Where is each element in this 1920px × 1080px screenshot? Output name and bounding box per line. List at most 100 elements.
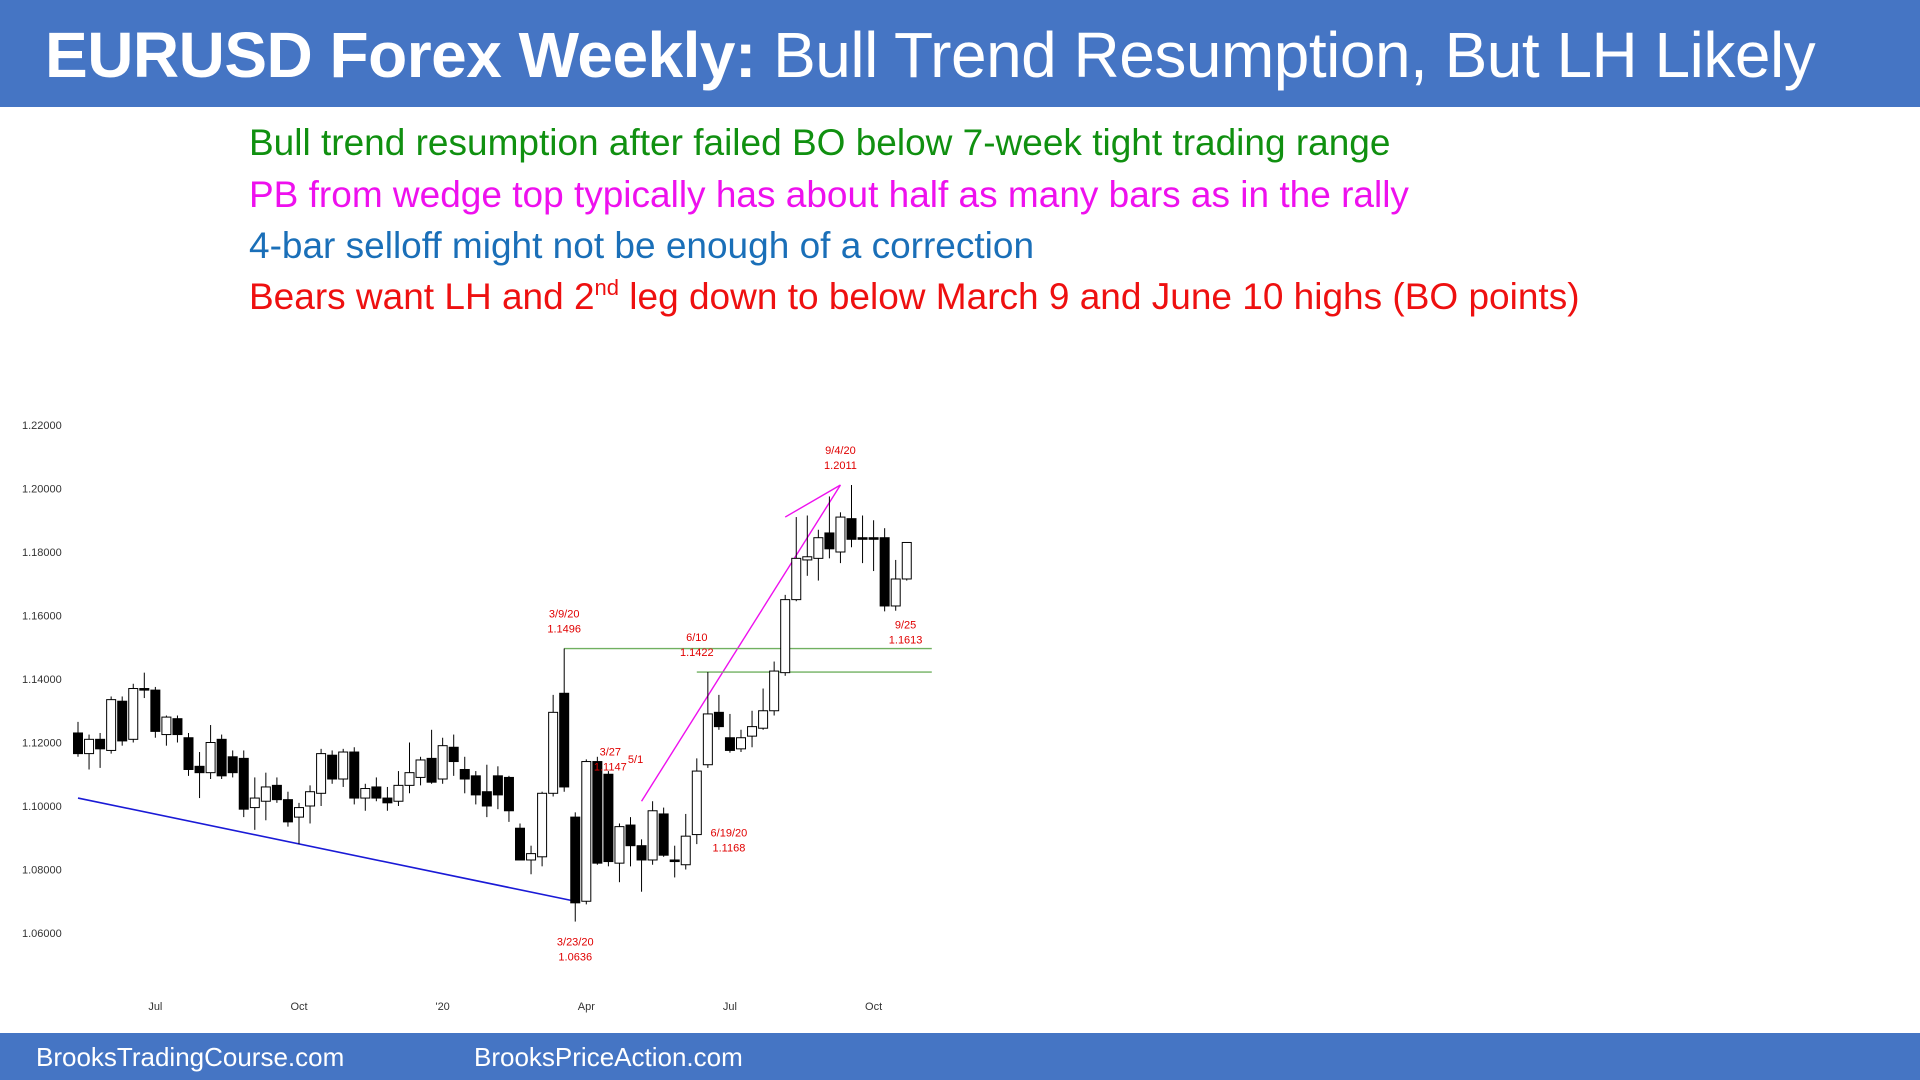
candle bbox=[879, 528, 890, 612]
note-bears-superscript: nd bbox=[594, 275, 620, 300]
candle-body-up bbox=[393, 784, 404, 802]
candle bbox=[802, 515, 813, 576]
candle-body-up bbox=[890, 578, 901, 607]
candle bbox=[227, 750, 238, 778]
annotation-line: 9/25 bbox=[895, 619, 916, 631]
candle-body-down bbox=[658, 813, 669, 856]
candle bbox=[327, 750, 338, 784]
x-tick-label: Apr bbox=[578, 1001, 595, 1013]
candle bbox=[183, 732, 194, 776]
candle bbox=[194, 752, 205, 799]
candle-body-down bbox=[515, 827, 525, 861]
price-annotation: 9/25 1.1613 bbox=[889, 619, 923, 646]
candle bbox=[515, 823, 525, 861]
note-four-bar-selloff: 4-bar selloff might not be enough of a c… bbox=[249, 225, 1035, 266]
candle-body-up bbox=[316, 753, 327, 794]
candle bbox=[150, 686, 161, 738]
candle bbox=[890, 559, 901, 611]
candle-body-down bbox=[271, 784, 282, 801]
candle-body-down bbox=[625, 824, 636, 847]
candle bbox=[205, 725, 216, 780]
candle bbox=[338, 748, 349, 787]
footer-link-brookspriceaction[interactable]: BrooksPriceAction.com bbox=[474, 1042, 743, 1072]
candle bbox=[349, 747, 360, 805]
note-pullback-wedge-top: PB from wedge top typically has about ha… bbox=[249, 174, 1409, 215]
candle-body-up bbox=[581, 761, 592, 902]
candle-body-up bbox=[537, 792, 548, 858]
candle-body-up bbox=[404, 772, 415, 786]
candle-body-up bbox=[691, 770, 702, 836]
title-rest-part: Bull Trend Resumption, But LH Likely bbox=[755, 19, 1816, 91]
candle-body-down bbox=[846, 518, 857, 540]
candle-body-up bbox=[128, 688, 139, 740]
candle-body-up bbox=[702, 713, 713, 766]
candle bbox=[470, 771, 481, 805]
wedge-line-upper bbox=[784, 484, 841, 518]
candle bbox=[592, 756, 603, 865]
price-annotation: 3/9/20 1.1496 bbox=[547, 609, 581, 636]
candle-body-up bbox=[249, 797, 260, 809]
footer-link-brookstradingcourse[interactable]: BrooksTradingCourse.com bbox=[36, 1042, 345, 1072]
candle-body-up bbox=[338, 751, 349, 780]
candle-body-down bbox=[448, 746, 459, 763]
x-axis: Jul Oct '20 Apr Jul Oct bbox=[148, 1001, 882, 1013]
x-tick-label: Jul bbox=[148, 1001, 162, 1013]
y-tick-label: 1.14000 bbox=[22, 674, 62, 686]
candle-body-down bbox=[117, 700, 128, 742]
candle bbox=[294, 802, 304, 845]
y-tick-label: 1.22000 bbox=[22, 420, 62, 432]
candle-body-down bbox=[503, 776, 514, 812]
candle-body-up bbox=[791, 557, 802, 601]
candle bbox=[835, 512, 846, 564]
candle bbox=[73, 721, 83, 757]
candle-body-down bbox=[382, 797, 393, 804]
annotation-line: 1.1147 bbox=[594, 761, 627, 773]
price-annotation: 3/27 1.1147 bbox=[594, 746, 627, 773]
candle bbox=[95, 732, 106, 768]
y-tick-label: 1.06000 bbox=[22, 928, 62, 940]
candle bbox=[625, 817, 636, 867]
candle bbox=[459, 756, 470, 794]
candle bbox=[382, 786, 393, 811]
candle-body-down bbox=[216, 738, 227, 777]
candle-body-down bbox=[238, 757, 249, 810]
candle bbox=[868, 520, 879, 572]
candle-body-up bbox=[437, 745, 448, 780]
candle-body-down bbox=[724, 737, 735, 751]
candle bbox=[636, 839, 647, 892]
candle-body-down bbox=[426, 757, 437, 783]
candle bbox=[581, 759, 592, 905]
candle-body-down bbox=[669, 859, 680, 863]
candle-body-up bbox=[813, 537, 824, 559]
candle bbox=[393, 771, 404, 806]
annotation-line: 3/9/20 bbox=[549, 609, 580, 621]
candle-body-down bbox=[73, 732, 83, 755]
candle bbox=[161, 715, 172, 746]
candle-body-down bbox=[636, 845, 647, 861]
candle bbox=[172, 715, 183, 743]
candle bbox=[780, 594, 791, 676]
candle bbox=[426, 729, 437, 784]
candle-body-up bbox=[526, 853, 537, 861]
candle bbox=[813, 529, 824, 581]
candle bbox=[448, 734, 459, 776]
candle bbox=[791, 517, 802, 602]
candle bbox=[371, 777, 382, 802]
candle-body-down bbox=[713, 711, 724, 728]
candle-body-down bbox=[824, 532, 835, 550]
annotation-line: 3/27 bbox=[600, 746, 621, 758]
candle bbox=[647, 801, 658, 865]
candle bbox=[724, 713, 735, 753]
candle bbox=[271, 777, 282, 803]
annotation-line: 1.2011 bbox=[824, 460, 857, 472]
candle bbox=[857, 515, 868, 564]
candle bbox=[747, 710, 758, 748]
price-annotation: 6/10 1.1422 bbox=[680, 632, 714, 659]
candle-body-up bbox=[802, 556, 813, 561]
x-tick-label: '20 bbox=[435, 1001, 449, 1013]
candle bbox=[238, 750, 249, 818]
candle-body-down bbox=[459, 768, 470, 780]
candle-body-up bbox=[758, 710, 769, 729]
annotation-line: 1.0636 bbox=[558, 952, 592, 964]
eurusd-weekly-candlestick-chart: 1.06000 1.08000 1.10000 1.12000 1.14000 1.160… bbox=[22, 420, 932, 1013]
